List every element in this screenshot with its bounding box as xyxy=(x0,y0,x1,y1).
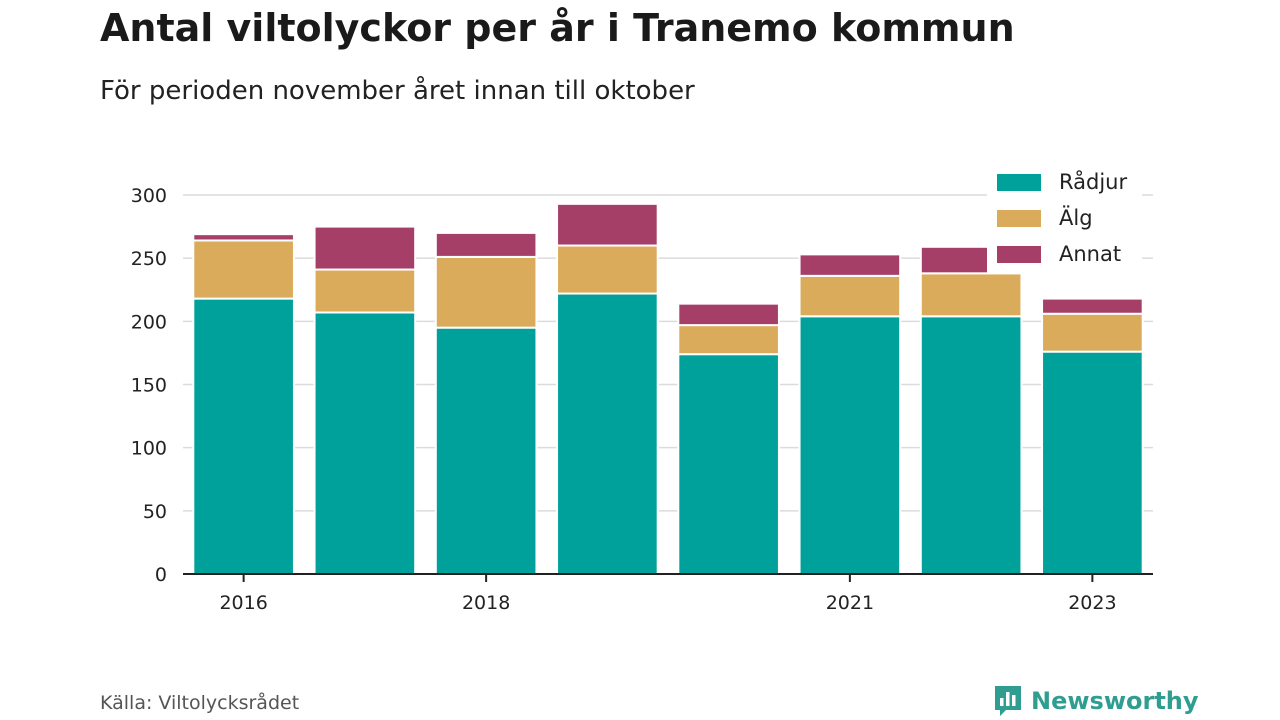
bar-segment xyxy=(677,302,780,327)
bars xyxy=(192,202,1144,575)
bar-segment xyxy=(192,239,295,300)
bar-segment xyxy=(556,202,659,247)
legend: Rådjur Älg Annat xyxy=(987,163,1142,273)
y-axis: 0 50 100 150 200 250 300 xyxy=(131,185,167,586)
y-tick-label: 200 xyxy=(131,311,167,333)
newsworthy-logo-icon xyxy=(995,686,1021,716)
bar-segment xyxy=(1041,312,1144,353)
y-tick-label: 250 xyxy=(131,248,167,270)
x-axis: 2016 2018 2021 2023 xyxy=(183,573,1153,614)
legend-swatch xyxy=(997,210,1041,227)
x-tick-label: 2021 xyxy=(826,592,874,614)
bar-segment xyxy=(556,244,659,295)
bar-segment xyxy=(798,253,902,277)
bar-segment xyxy=(192,233,295,242)
y-tick-label: 100 xyxy=(131,438,167,460)
bar-segment xyxy=(1041,350,1144,575)
legend-swatch xyxy=(997,246,1041,263)
bar-segment xyxy=(919,315,1023,575)
bar-segment xyxy=(313,225,417,271)
bar-segment xyxy=(434,255,538,329)
bar-segment xyxy=(434,326,538,575)
x-tick-label: 2018 xyxy=(462,592,510,614)
bar-segment xyxy=(1041,297,1144,315)
bar-segment xyxy=(677,324,780,356)
brand-logo: Newsworthy xyxy=(993,684,1199,718)
legend-swatch xyxy=(997,174,1041,191)
bar-segment xyxy=(919,272,1023,318)
y-tick-label: 0 xyxy=(155,564,167,586)
bar-segment xyxy=(434,231,538,258)
bar-segment xyxy=(313,268,417,314)
chart-subtitle: För perioden november året innan till ok… xyxy=(100,76,695,106)
x-tick-label: 2016 xyxy=(219,592,267,614)
bar-segment xyxy=(798,315,902,575)
y-tick-label: 150 xyxy=(131,375,167,397)
legend-label: Rådjur xyxy=(1059,169,1127,194)
chart-title: Antal viltolyckor per år i Tranemo kommu… xyxy=(100,6,1015,50)
bar-segment xyxy=(556,292,659,575)
bar-segment xyxy=(798,274,902,318)
legend-label: Älg xyxy=(1059,205,1093,230)
x-tick-label: 2023 xyxy=(1068,592,1116,614)
legend-label: Annat xyxy=(1059,242,1121,266)
bar-segment xyxy=(313,311,417,575)
brand-name: Newsworthy xyxy=(1031,687,1199,715)
bar-segment xyxy=(677,353,780,575)
y-tick-label: 300 xyxy=(131,185,167,207)
bar-segment xyxy=(192,297,295,575)
y-tick-label: 50 xyxy=(143,501,167,523)
source-note: Källa: Viltolycksrådet xyxy=(100,692,300,714)
